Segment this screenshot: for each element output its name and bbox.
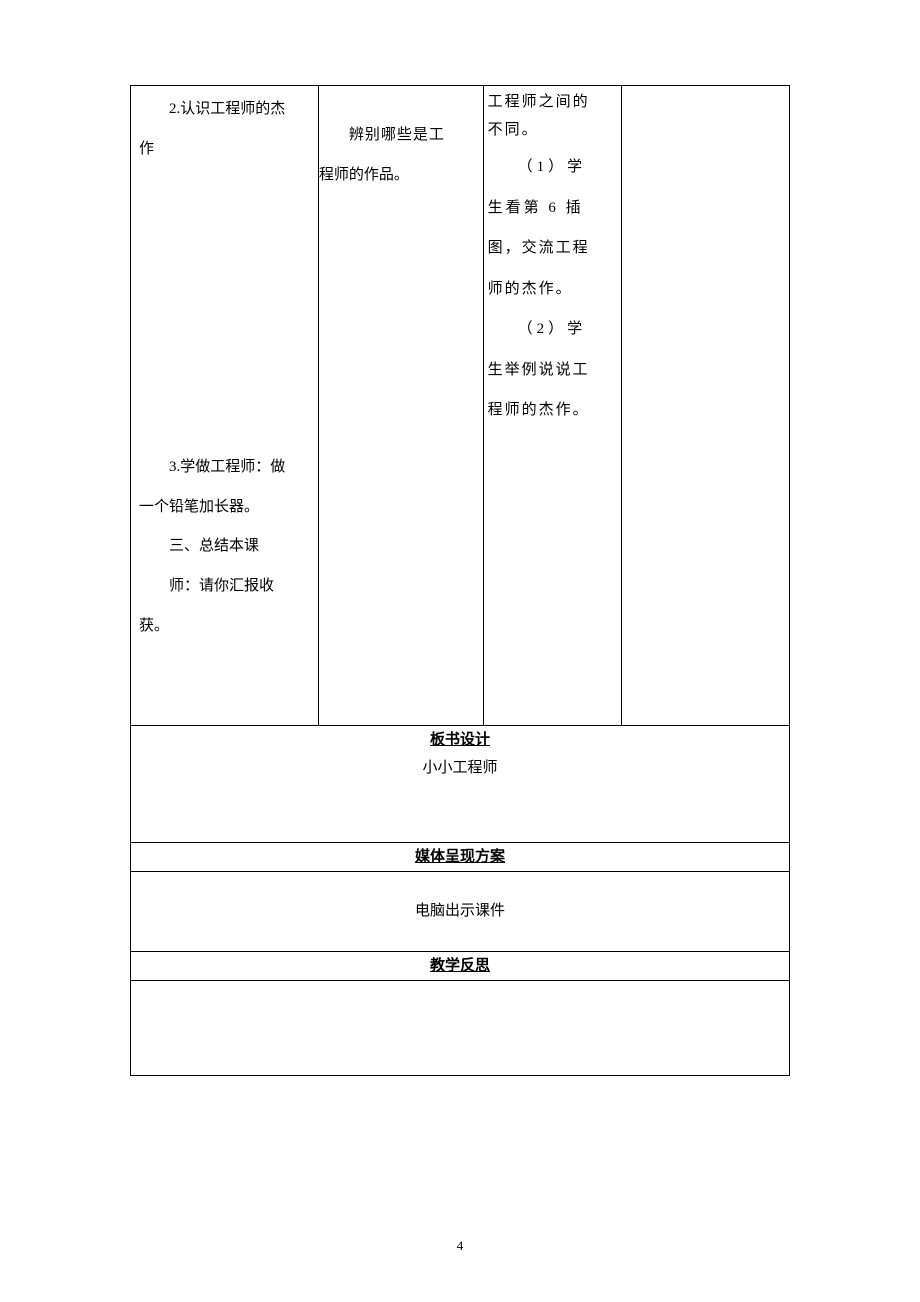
reflection-content-cell	[131, 980, 790, 1075]
col1-line-0: 2.认识工程师的杰	[139, 90, 310, 130]
col3-student-activity: 工程师之间的 不同。 （1）学 生看第 6 插 图，交流工程 师的杰作。 （2）…	[483, 86, 621, 726]
col1-spacer	[139, 408, 310, 448]
col3-line-6: （2）学	[488, 309, 617, 350]
col1-teaching-steps: 2.认识工程师的杰 作 3.学做工程师：做 一个铅笔加长器。 三、总结本课 师：…	[131, 86, 319, 726]
col1-line-1: 作	[139, 130, 310, 170]
col1-spacer	[139, 289, 310, 329]
page-container: 2.认识工程师的杰 作 3.学做工程师：做 一个铅笔加长器。 三、总结本课 师：…	[0, 0, 920, 1076]
board-design-row: 板书设计 小小工程师	[131, 726, 790, 843]
col3-line-7: 生举例说说工	[488, 350, 617, 391]
board-design-header: 板书设计	[131, 726, 789, 754]
media-content: 电脑出示课件	[131, 872, 789, 951]
col3-line-1: 不同。	[488, 114, 617, 147]
col2-teacher-activity: 辨别哪些是工 程师的作品。	[318, 86, 483, 726]
reflection-content-row	[131, 980, 790, 1075]
col1-spacer	[139, 249, 310, 289]
col4-notes	[621, 86, 789, 726]
board-design-content: 小小工程师	[131, 754, 789, 782]
col1-spacer	[139, 209, 310, 249]
col1-line-12: 师：请你汇报收	[139, 567, 310, 607]
lesson-plan-table: 2.认识工程师的杰 作 3.学做工程师：做 一个铅笔加长器。 三、总结本课 师：…	[130, 85, 790, 1076]
media-header: 媒体呈现方案	[131, 843, 789, 871]
page-number: 4	[457, 1238, 464, 1254]
col1-spacer	[139, 329, 310, 369]
col3-line-0: 工程师之间的	[488, 90, 617, 114]
col3-line-8: 程师的杰作。	[488, 390, 617, 431]
media-content-cell: 电脑出示课件	[131, 872, 790, 952]
col3-line-2: （1）学	[488, 147, 617, 188]
col1-spacer	[139, 170, 310, 210]
reflection-header-row: 教学反思	[131, 951, 790, 980]
content-row: 2.认识工程师的杰 作 3.学做工程师：做 一个铅笔加长器。 三、总结本课 师：…	[131, 86, 790, 726]
col1-line-9: 3.学做工程师：做	[139, 448, 310, 488]
col2-line-1: 程师的作品。	[319, 156, 483, 196]
reflection-header: 教学反思	[131, 952, 789, 980]
col1-line-10: 一个铅笔加长器。	[139, 488, 310, 528]
col3-line-5: 师的杰作。	[488, 269, 617, 310]
col2-line-0: 辨别哪些是工	[319, 116, 483, 156]
reflection-header-cell: 教学反思	[131, 951, 790, 980]
col1-line-11: 三、总结本课	[139, 527, 310, 567]
board-design-cell: 板书设计 小小工程师	[131, 726, 790, 843]
col3-line-3: 生看第 6 插	[488, 188, 617, 229]
media-content-row: 电脑出示课件	[131, 872, 790, 952]
col3-line-4: 图，交流工程	[488, 228, 617, 269]
col1-spacer	[139, 647, 310, 687]
col1-spacer	[139, 368, 310, 408]
media-header-row: 媒体呈现方案	[131, 843, 790, 872]
col1-line-13: 获。	[139, 607, 310, 647]
media-header-cell: 媒体呈现方案	[131, 843, 790, 872]
